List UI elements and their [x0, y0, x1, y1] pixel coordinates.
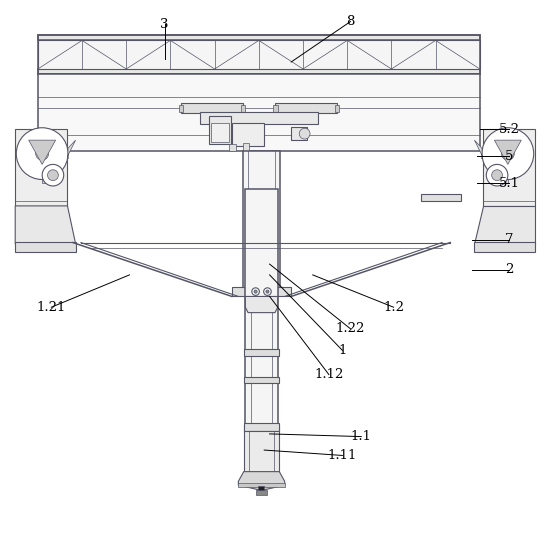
Polygon shape — [29, 140, 56, 164]
Circle shape — [482, 128, 534, 179]
Text: 1: 1 — [338, 344, 346, 357]
Bar — [244, 423, 279, 431]
Polygon shape — [15, 206, 75, 244]
Text: 2: 2 — [505, 263, 514, 276]
Text: 3: 3 — [160, 18, 169, 31]
Circle shape — [266, 290, 269, 293]
Bar — [244, 349, 279, 356]
Text: 1.1: 1.1 — [351, 430, 372, 443]
Bar — [38, 69, 480, 74]
Text: 5.2: 5.2 — [499, 123, 520, 136]
Circle shape — [492, 170, 503, 181]
Bar — [256, 490, 267, 495]
Text: 5.1: 5.1 — [499, 177, 520, 190]
Polygon shape — [494, 140, 521, 164]
Bar — [38, 74, 480, 151]
Polygon shape — [245, 296, 278, 313]
Bar — [243, 151, 280, 296]
Bar — [258, 486, 263, 490]
Circle shape — [486, 164, 508, 186]
Bar — [240, 105, 245, 112]
Circle shape — [252, 288, 260, 295]
Bar — [498, 177, 508, 183]
Bar — [245, 189, 278, 431]
Polygon shape — [238, 472, 285, 490]
Bar — [15, 129, 68, 206]
Text: 8: 8 — [346, 15, 355, 28]
Bar — [232, 123, 264, 146]
Polygon shape — [68, 140, 75, 159]
Text: 1.2: 1.2 — [383, 301, 404, 314]
Bar — [291, 127, 307, 140]
Circle shape — [42, 164, 64, 186]
Bar — [42, 177, 52, 183]
Text: 1.22: 1.22 — [336, 322, 365, 335]
Bar — [275, 103, 337, 113]
Circle shape — [254, 290, 257, 293]
Bar — [244, 425, 279, 431]
Circle shape — [502, 147, 514, 160]
Bar — [179, 105, 183, 112]
Bar — [244, 377, 279, 383]
Circle shape — [36, 147, 48, 160]
Bar — [211, 123, 229, 142]
Bar — [229, 144, 235, 151]
Circle shape — [299, 128, 310, 139]
Bar — [209, 116, 231, 144]
Circle shape — [47, 170, 58, 181]
Bar — [335, 105, 339, 112]
Circle shape — [263, 288, 271, 295]
Bar — [15, 242, 75, 252]
Text: 1.11: 1.11 — [328, 449, 357, 462]
Bar — [232, 287, 291, 296]
Bar — [475, 242, 535, 252]
Text: 1.12: 1.12 — [314, 368, 344, 381]
Text: 5: 5 — [505, 150, 514, 163]
Polygon shape — [475, 140, 482, 159]
Bar — [38, 40, 480, 69]
Bar — [243, 143, 249, 151]
Bar — [200, 112, 318, 124]
Bar — [238, 483, 285, 487]
Polygon shape — [475, 206, 535, 244]
Text: 1.21: 1.21 — [37, 301, 66, 314]
Bar — [180, 103, 243, 113]
Bar — [244, 431, 279, 472]
Bar — [38, 35, 480, 40]
Bar — [421, 194, 461, 201]
Bar — [38, 35, 480, 74]
Text: 7: 7 — [505, 233, 514, 246]
Bar — [482, 129, 535, 206]
Circle shape — [16, 128, 68, 179]
Bar — [273, 105, 278, 112]
